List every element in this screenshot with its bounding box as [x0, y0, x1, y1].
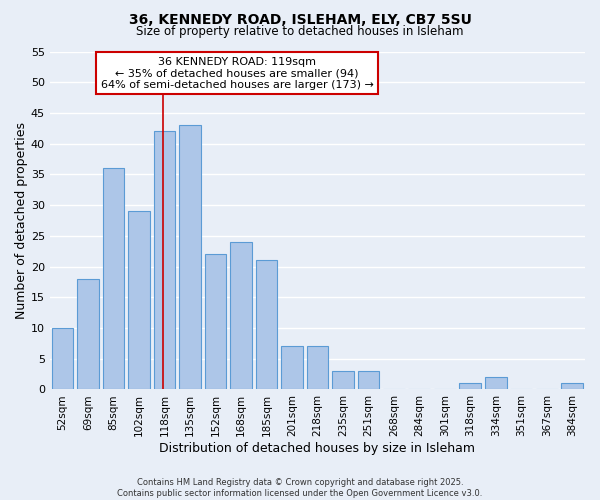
Bar: [205, 254, 226, 390]
Bar: [128, 212, 150, 390]
Bar: [103, 168, 124, 390]
X-axis label: Distribution of detached houses by size in Isleham: Distribution of detached houses by size …: [160, 442, 475, 455]
Text: Contains HM Land Registry data © Crown copyright and database right 2025.
Contai: Contains HM Land Registry data © Crown c…: [118, 478, 482, 498]
Bar: [230, 242, 252, 390]
Bar: [307, 346, 328, 390]
Text: 36 KENNEDY ROAD: 119sqm
← 35% of detached houses are smaller (94)
64% of semi-de: 36 KENNEDY ROAD: 119sqm ← 35% of detache…: [101, 56, 374, 90]
Bar: [179, 125, 201, 390]
Text: Size of property relative to detached houses in Isleham: Size of property relative to detached ho…: [136, 25, 464, 38]
Bar: [256, 260, 277, 390]
Text: 36, KENNEDY ROAD, ISLEHAM, ELY, CB7 5SU: 36, KENNEDY ROAD, ISLEHAM, ELY, CB7 5SU: [128, 12, 472, 26]
Bar: [358, 371, 379, 390]
Bar: [562, 384, 583, 390]
Bar: [154, 132, 175, 390]
Bar: [77, 279, 99, 390]
Y-axis label: Number of detached properties: Number of detached properties: [15, 122, 28, 319]
Bar: [332, 371, 354, 390]
Bar: [485, 377, 506, 390]
Bar: [460, 384, 481, 390]
Bar: [52, 328, 73, 390]
Bar: [281, 346, 303, 390]
